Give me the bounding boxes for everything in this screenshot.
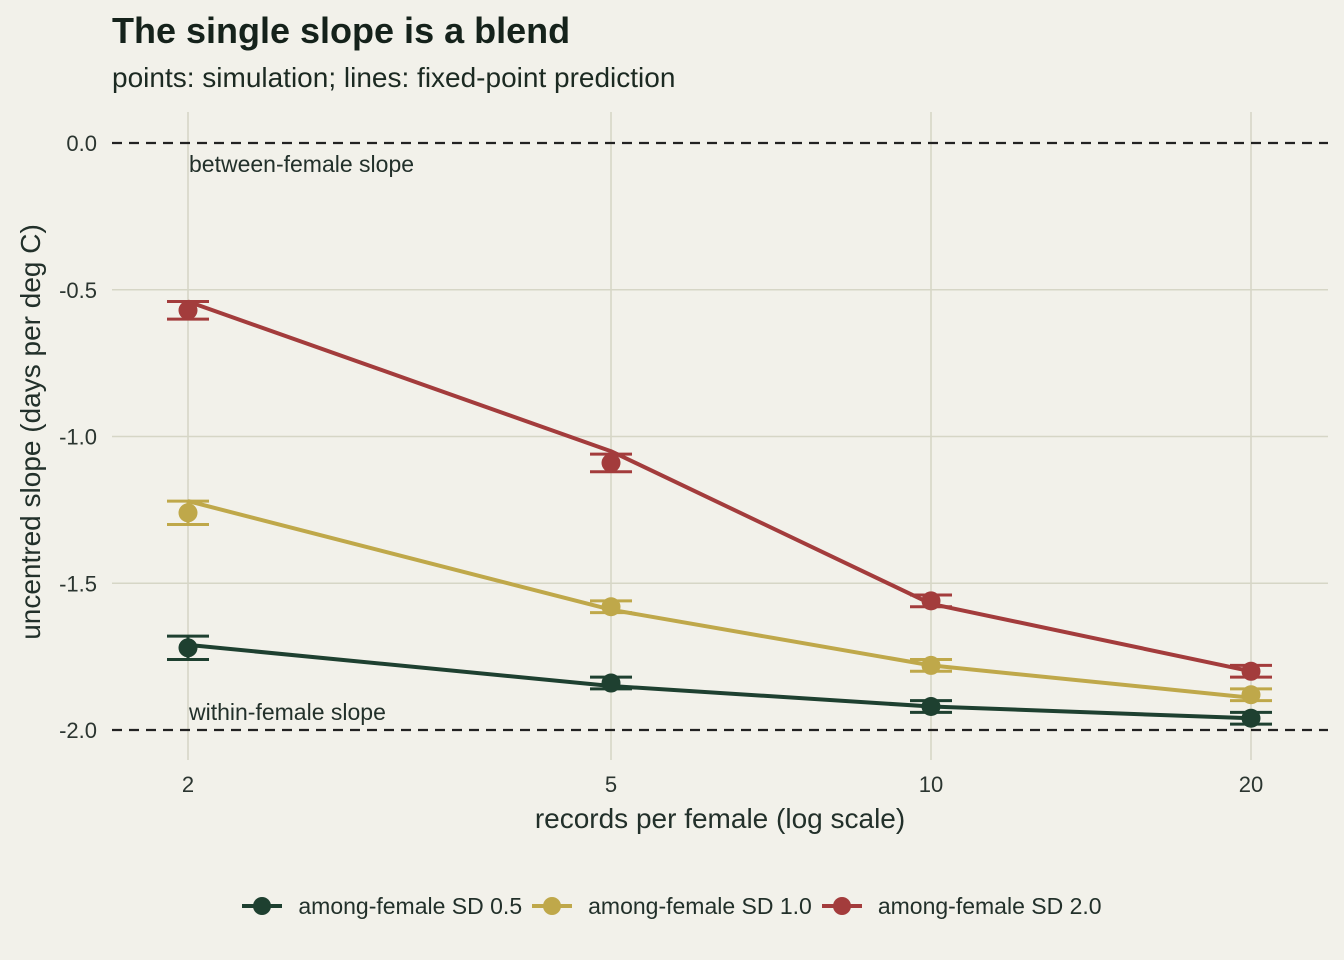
series xyxy=(167,634,1272,728)
grid xyxy=(112,112,1328,760)
legend-key-dot xyxy=(253,897,272,915)
y-tick-label: -0.5 xyxy=(59,278,97,303)
reference-lines: between-female slope within-female slope xyxy=(112,141,1328,732)
data-point xyxy=(178,503,198,523)
legend-key xyxy=(821,886,862,926)
y-tick-label: -1.5 xyxy=(59,571,97,596)
axes: 0.0 -0.5 -1.0 -1.5 -2.0 2 5 10 20 records per fem… xyxy=(15,131,1263,834)
x-tick-label: 20 xyxy=(1239,772,1263,797)
x-tick-label: 2 xyxy=(182,772,194,797)
series xyxy=(167,299,1272,681)
legend: among-female SD 0.5 among-female SD 1.0 am… xyxy=(0,886,1344,926)
x-tick-label: 5 xyxy=(605,772,617,797)
x-tick-label: 10 xyxy=(919,772,943,797)
series-group xyxy=(167,299,1272,728)
prediction-line xyxy=(187,499,1252,700)
legend-label: among-female SD 1.0 xyxy=(588,892,812,919)
data-point xyxy=(1241,661,1261,681)
data-point xyxy=(178,300,198,320)
y-tick-label: -2.0 xyxy=(59,718,97,743)
legend-key xyxy=(532,886,573,926)
legend-key xyxy=(242,886,283,926)
data-point xyxy=(921,655,941,675)
legend-label: among-female SD 0.5 xyxy=(298,892,523,919)
data-point xyxy=(1241,685,1261,705)
data-point xyxy=(601,597,621,617)
reference-line-label: between-female slope xyxy=(189,151,414,177)
data-point xyxy=(1241,708,1261,728)
prediction-line xyxy=(187,299,1252,674)
series xyxy=(167,499,1272,705)
data-point xyxy=(601,453,621,473)
y-tick-label: 0.0 xyxy=(66,131,97,156)
legend-key-dot xyxy=(832,897,851,915)
chart-title: The single slope is a blend xyxy=(112,10,571,51)
prediction-line xyxy=(187,642,1252,721)
legend-label: among-female SD 2.0 xyxy=(877,892,1102,919)
reference-line-label: within-female slope xyxy=(188,699,386,725)
legend-item: among-female SD 1.0 xyxy=(532,886,812,926)
x-axis-label: records per female (log scale) xyxy=(535,803,905,834)
legend-item: among-female SD 2.0 xyxy=(821,886,1102,926)
y-tick-label: -1.0 xyxy=(59,425,97,450)
data-point xyxy=(921,591,941,611)
data-point xyxy=(921,697,941,717)
y-axis-label: uncentred slope (days per deg C) xyxy=(15,224,46,640)
data-point xyxy=(601,673,621,693)
legend-item: among-female SD 0.5 xyxy=(242,886,522,926)
data-point xyxy=(178,638,198,658)
legend-key-dot xyxy=(543,897,562,915)
chart-subtitle: points: simulation; lines: fixed-point p… xyxy=(112,62,676,93)
